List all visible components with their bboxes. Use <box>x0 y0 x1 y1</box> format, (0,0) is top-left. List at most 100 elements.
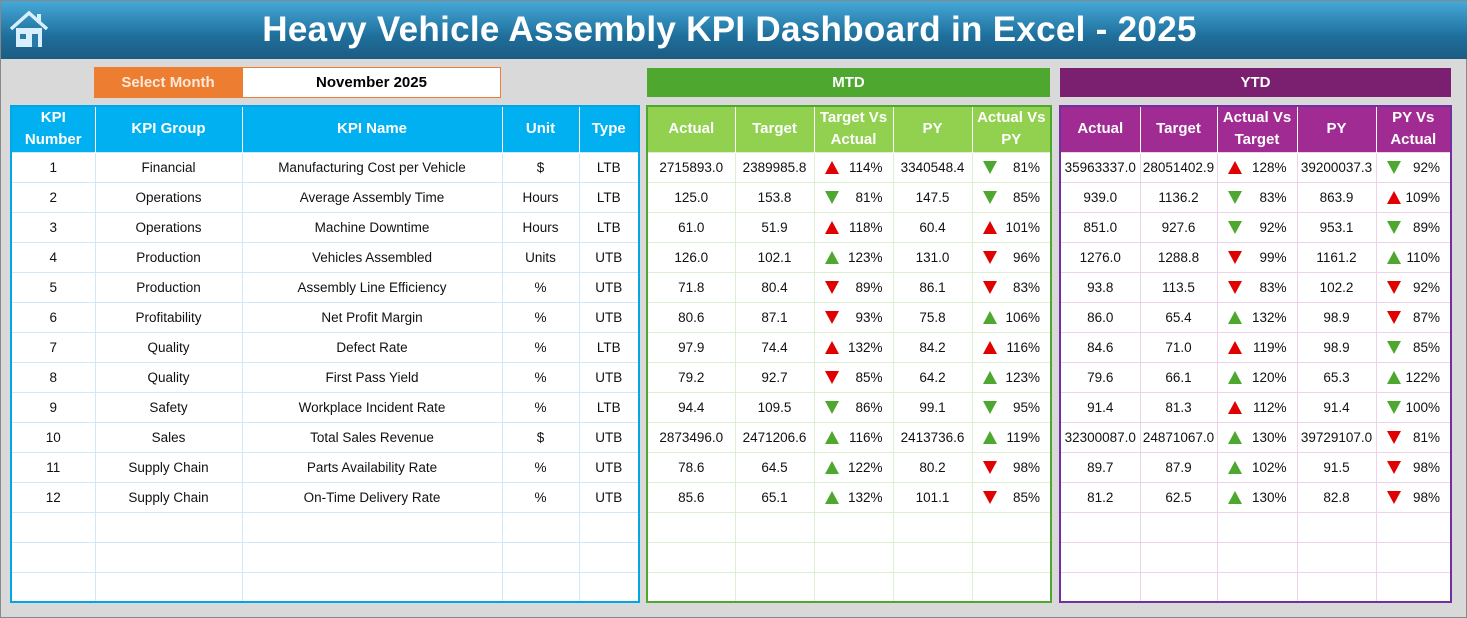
mtd-actual: 2873496.0 <box>646 421 736 453</box>
kpi-type: LTB <box>578 181 640 213</box>
kpi-type: UTB <box>578 361 640 393</box>
empty-cell <box>501 571 580 603</box>
percent-value: 81% <box>1012 159 1040 175</box>
mtd-target-vs-actual: 93% <box>813 301 894 333</box>
arrow-up-icon <box>1386 370 1401 384</box>
mtd-actual-vs-py: 119% <box>971 421 1052 453</box>
ytd-row: 81.2 62.5 130% 82.8 98% <box>1059 481 1452 513</box>
kpi-name: Total Sales Revenue <box>241 421 503 453</box>
ytd-table: Actual Target Actual Vs Target PY PY Vs … <box>1059 105 1452 603</box>
mtd-actual-vs-py: 95% <box>971 391 1052 423</box>
arrow-down-icon <box>982 490 997 504</box>
empty-cell <box>646 511 736 543</box>
kpi-info-table: KPI Number KPI Group KPI Name Unit Type … <box>10 105 640 603</box>
ytd-actual-vs-target: 92% <box>1216 211 1298 243</box>
ytd-target: 24871067.0 <box>1139 421 1218 453</box>
kpi-number: 2 <box>10 181 96 213</box>
empty-cell <box>94 541 243 573</box>
mtd-target: 80.4 <box>734 271 815 303</box>
arrow-up-icon <box>824 490 839 504</box>
percent-value: 99% <box>1259 249 1287 265</box>
kpi-type: LTB <box>578 331 640 363</box>
arrow-down-icon <box>1386 280 1401 294</box>
ytd-target: 71.0 <box>1139 331 1218 363</box>
home-icon[interactable] <box>7 9 51 49</box>
percent-value: 118% <box>848 219 883 235</box>
percent-value: 81% <box>1412 429 1440 445</box>
kpi-number: 8 <box>10 361 96 393</box>
mtd-actual-vs-py: 101% <box>971 211 1052 243</box>
ytd-row: 93.8 113.5 83% 102.2 92% <box>1059 271 1452 303</box>
ytd-py: 98.9 <box>1296 301 1377 333</box>
kpi-name: Workplace Incident Rate <box>241 391 503 423</box>
kpi-type: UTB <box>578 241 640 273</box>
ytd-row: 1276.0 1288.8 99% 1161.2 110% <box>1059 241 1452 273</box>
arrow-down-icon <box>982 400 997 414</box>
percent-value: 114% <box>848 159 883 175</box>
mtd-target-vs-actual: 116% <box>813 421 894 453</box>
percent-value: 98% <box>1412 489 1440 505</box>
mtd-target-vs-actual: 114% <box>813 151 894 183</box>
mtd-actual: 80.6 <box>646 301 736 333</box>
mtd-row: 94.4 109.5 86% 99.1 95% <box>646 391 1052 423</box>
month-dropdown[interactable]: November 2025 <box>242 67 501 98</box>
arrow-up-icon <box>1227 490 1242 504</box>
arrow-up-icon <box>1227 310 1242 324</box>
ytd-row: 84.6 71.0 119% 98.9 85% <box>1059 331 1452 363</box>
mtd-target: 65.1 <box>734 481 815 513</box>
ytd-actual: 35963337.0 <box>1059 151 1141 183</box>
percent-value: 83% <box>1259 189 1287 205</box>
mtd-target: 64.5 <box>734 451 815 483</box>
kpi-group: Safety <box>94 391 243 423</box>
kpi-name: Net Profit Margin <box>241 301 503 333</box>
mtd-py: 80.2 <box>892 451 973 483</box>
mtd-py: 60.4 <box>892 211 973 243</box>
empty-cell <box>578 571 640 603</box>
ytd-header-py-vs-actual: PY Vs Actual <box>1376 106 1452 152</box>
percent-value: 110% <box>1406 249 1440 265</box>
empty-cell <box>10 541 96 573</box>
percent-value: 81% <box>855 189 883 205</box>
mtd-section-header: MTD <box>647 68 1050 97</box>
kpi-unit: % <box>501 361 580 393</box>
mtd-row: 125.0 153.8 81% 147.5 85% <box>646 181 1052 213</box>
arrow-up-icon <box>1386 250 1401 264</box>
percent-value: 89% <box>855 279 883 295</box>
kpi-name: Defect Rate <box>241 331 503 363</box>
ytd-header-actual-vs-target: Actual Vs Target <box>1217 106 1298 152</box>
ytd-py: 1161.2 <box>1296 241 1377 273</box>
empty-row <box>10 571 640 603</box>
ytd-target: 87.9 <box>1139 451 1218 483</box>
empty-cell <box>1296 571 1377 603</box>
ytd-target: 28051402.9 <box>1139 151 1218 183</box>
kpi-row: 3 Operations Machine Downtime Hours LTB <box>10 211 640 243</box>
percent-value: 85% <box>1412 339 1440 355</box>
kpi-number: 12 <box>10 481 96 513</box>
kpi-type: LTB <box>578 391 640 423</box>
ytd-row: 86.0 65.4 132% 98.9 87% <box>1059 301 1452 333</box>
kpi-row: 4 Production Vehicles Assembled Units UTB <box>10 241 640 273</box>
kpi-unit: % <box>501 391 580 423</box>
kpi-name: On-Time Delivery Rate <box>241 481 503 513</box>
empty-row <box>1059 511 1452 543</box>
mtd-actual: 94.4 <box>646 391 736 423</box>
empty-cell <box>971 571 1052 603</box>
kpi-name: Assembly Line Efficiency <box>241 271 503 303</box>
kpi-type: UTB <box>578 451 640 483</box>
ytd-actual: 81.2 <box>1059 481 1141 513</box>
mtd-py: 99.1 <box>892 391 973 423</box>
ytd-target: 1288.8 <box>1139 241 1218 273</box>
ytd-target: 927.6 <box>1139 211 1218 243</box>
arrow-up-icon <box>1227 160 1242 174</box>
ytd-py-vs-actual: 109% <box>1375 181 1452 213</box>
ytd-actual: 93.8 <box>1059 271 1141 303</box>
percent-value: 123% <box>1005 369 1040 385</box>
arrow-down-icon <box>982 190 997 204</box>
percent-value: 89% <box>1412 219 1440 235</box>
percent-value: 85% <box>855 369 883 385</box>
arrow-down-icon <box>1386 400 1401 414</box>
percent-value: 98% <box>1412 459 1440 475</box>
kpi-row: 6 Profitability Net Profit Margin% UTB <box>10 301 640 333</box>
percent-value: 93% <box>855 309 883 325</box>
mtd-actual-vs-py: 116% <box>971 331 1052 363</box>
